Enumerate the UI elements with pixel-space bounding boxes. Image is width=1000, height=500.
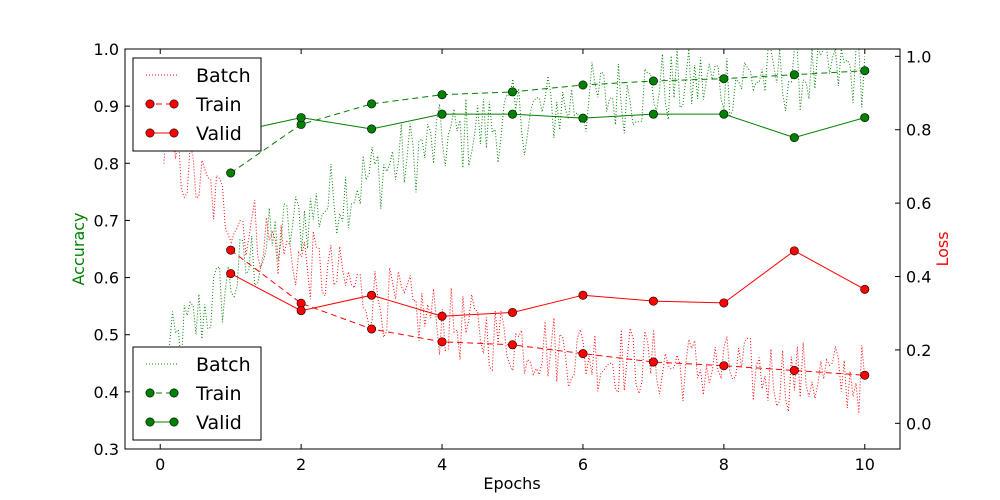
loss-train-point [226, 245, 236, 255]
accuracy-train-point [437, 90, 447, 100]
accuracy-valid-point [860, 113, 870, 123]
loss-valid-point [296, 306, 306, 316]
left-y-tick-label: 0.6 [94, 269, 119, 288]
accuracy-train-point [789, 70, 799, 80]
loss-valid-point [860, 284, 870, 294]
accuracy-legend: Batch Train Valid [132, 346, 262, 441]
loss-train-point [648, 357, 658, 367]
loss-train-line [230, 249, 865, 376]
loss-valid-point [719, 298, 729, 308]
loss-train-point [437, 337, 447, 347]
accuracy-train-line [230, 70, 865, 174]
accuracy-valid-point [507, 109, 517, 119]
right-y-tick-label: 0.0 [906, 414, 931, 433]
left-y-tick-label: 1.0 [94, 40, 119, 59]
loss-legend-label-train: Train [195, 94, 242, 116]
accuracy-legend-marker [169, 417, 179, 427]
left-y-tick-label: 0.4 [94, 383, 119, 402]
loss-legend-marker [145, 128, 155, 138]
accuracy-train-point [860, 66, 870, 76]
right-y-tick-label: 0.2 [906, 341, 931, 360]
loss-train-point [789, 365, 799, 375]
left-y-axis-label: Accuracy [69, 212, 88, 285]
accuracy-valid-point [719, 109, 729, 119]
left-y-tick-label: 0.7 [94, 211, 119, 230]
loss-train-point [719, 361, 729, 371]
right-y-tick-label: 0.4 [906, 268, 931, 287]
loss-valid-point [367, 290, 377, 300]
x-tick-label: 8 [719, 455, 729, 474]
left-y-tick-label: 0.9 [94, 97, 119, 116]
left-y-tick-label: 0.3 [94, 440, 119, 459]
loss-valid-line [230, 250, 866, 317]
accuracy-valid-line [230, 113, 865, 139]
x-tick-label: 6 [578, 455, 588, 474]
x-axis-label: Epochs [483, 474, 540, 493]
loss-train-point [507, 340, 517, 350]
loss-train-point [860, 370, 870, 380]
loss-legend-label-valid: Valid [196, 123, 242, 145]
accuracy-valid-point [367, 124, 377, 134]
accuracy-legend-marker [169, 388, 179, 398]
accuracy-valid-point [437, 109, 447, 119]
loss-legend-box [132, 57, 262, 152]
left-y-tick-label: 0.5 [94, 326, 119, 345]
loss-legend-label-batch: Batch [196, 65, 251, 87]
x-tick-label: 0 [155, 455, 165, 474]
right-y-tick-label: 0.6 [906, 194, 931, 213]
loss-legend-marker [169, 128, 179, 138]
loss-valid-point [578, 290, 588, 300]
accuracy-legend-label-valid: Valid [196, 412, 242, 434]
accuracy-valid-point [578, 113, 588, 123]
loss-train-point [578, 349, 588, 359]
accuracy-valid-point [296, 113, 306, 123]
accuracy-valid-point [789, 133, 799, 143]
loss-valid-point [507, 307, 517, 317]
plot-frame [124, 48, 901, 450]
loss-legend: Batch Train Valid [132, 57, 262, 152]
loss-legend-marker [145, 99, 155, 109]
accuracy-valid-point [648, 109, 658, 119]
right-y-axis-label: Loss [933, 231, 952, 266]
accuracy-train-point [367, 99, 377, 109]
accuracy-legend-marker [145, 388, 155, 398]
x-tick-label: 2 [296, 455, 306, 474]
accuracy-legend-marker [145, 417, 155, 427]
left-y-tick-label: 0.8 [94, 154, 119, 173]
loss-legend-marker [169, 99, 179, 109]
loss-batch-line [163, 124, 866, 414]
loss-train-point [367, 324, 377, 334]
loss-valid-point [789, 246, 799, 256]
x-tick-label: 4 [437, 455, 447, 474]
accuracy-train-point [719, 74, 729, 84]
accuracy-train-point [578, 80, 588, 90]
right-y-tick-label: 1.0 [906, 47, 931, 66]
loss-valid-point [437, 311, 447, 321]
accuracy-train-point [648, 76, 658, 86]
right-y-tick-label: 0.8 [906, 121, 931, 140]
accuracy-legend-label-train: Train [195, 383, 242, 405]
accuracy-train-point [226, 168, 236, 178]
accuracy-train-point [507, 87, 517, 97]
accuracy-legend-label-batch: Batch [196, 354, 251, 376]
loss-valid-point [648, 296, 658, 306]
x-tick-label: 10 [855, 455, 875, 474]
loss-valid-point [226, 269, 236, 279]
